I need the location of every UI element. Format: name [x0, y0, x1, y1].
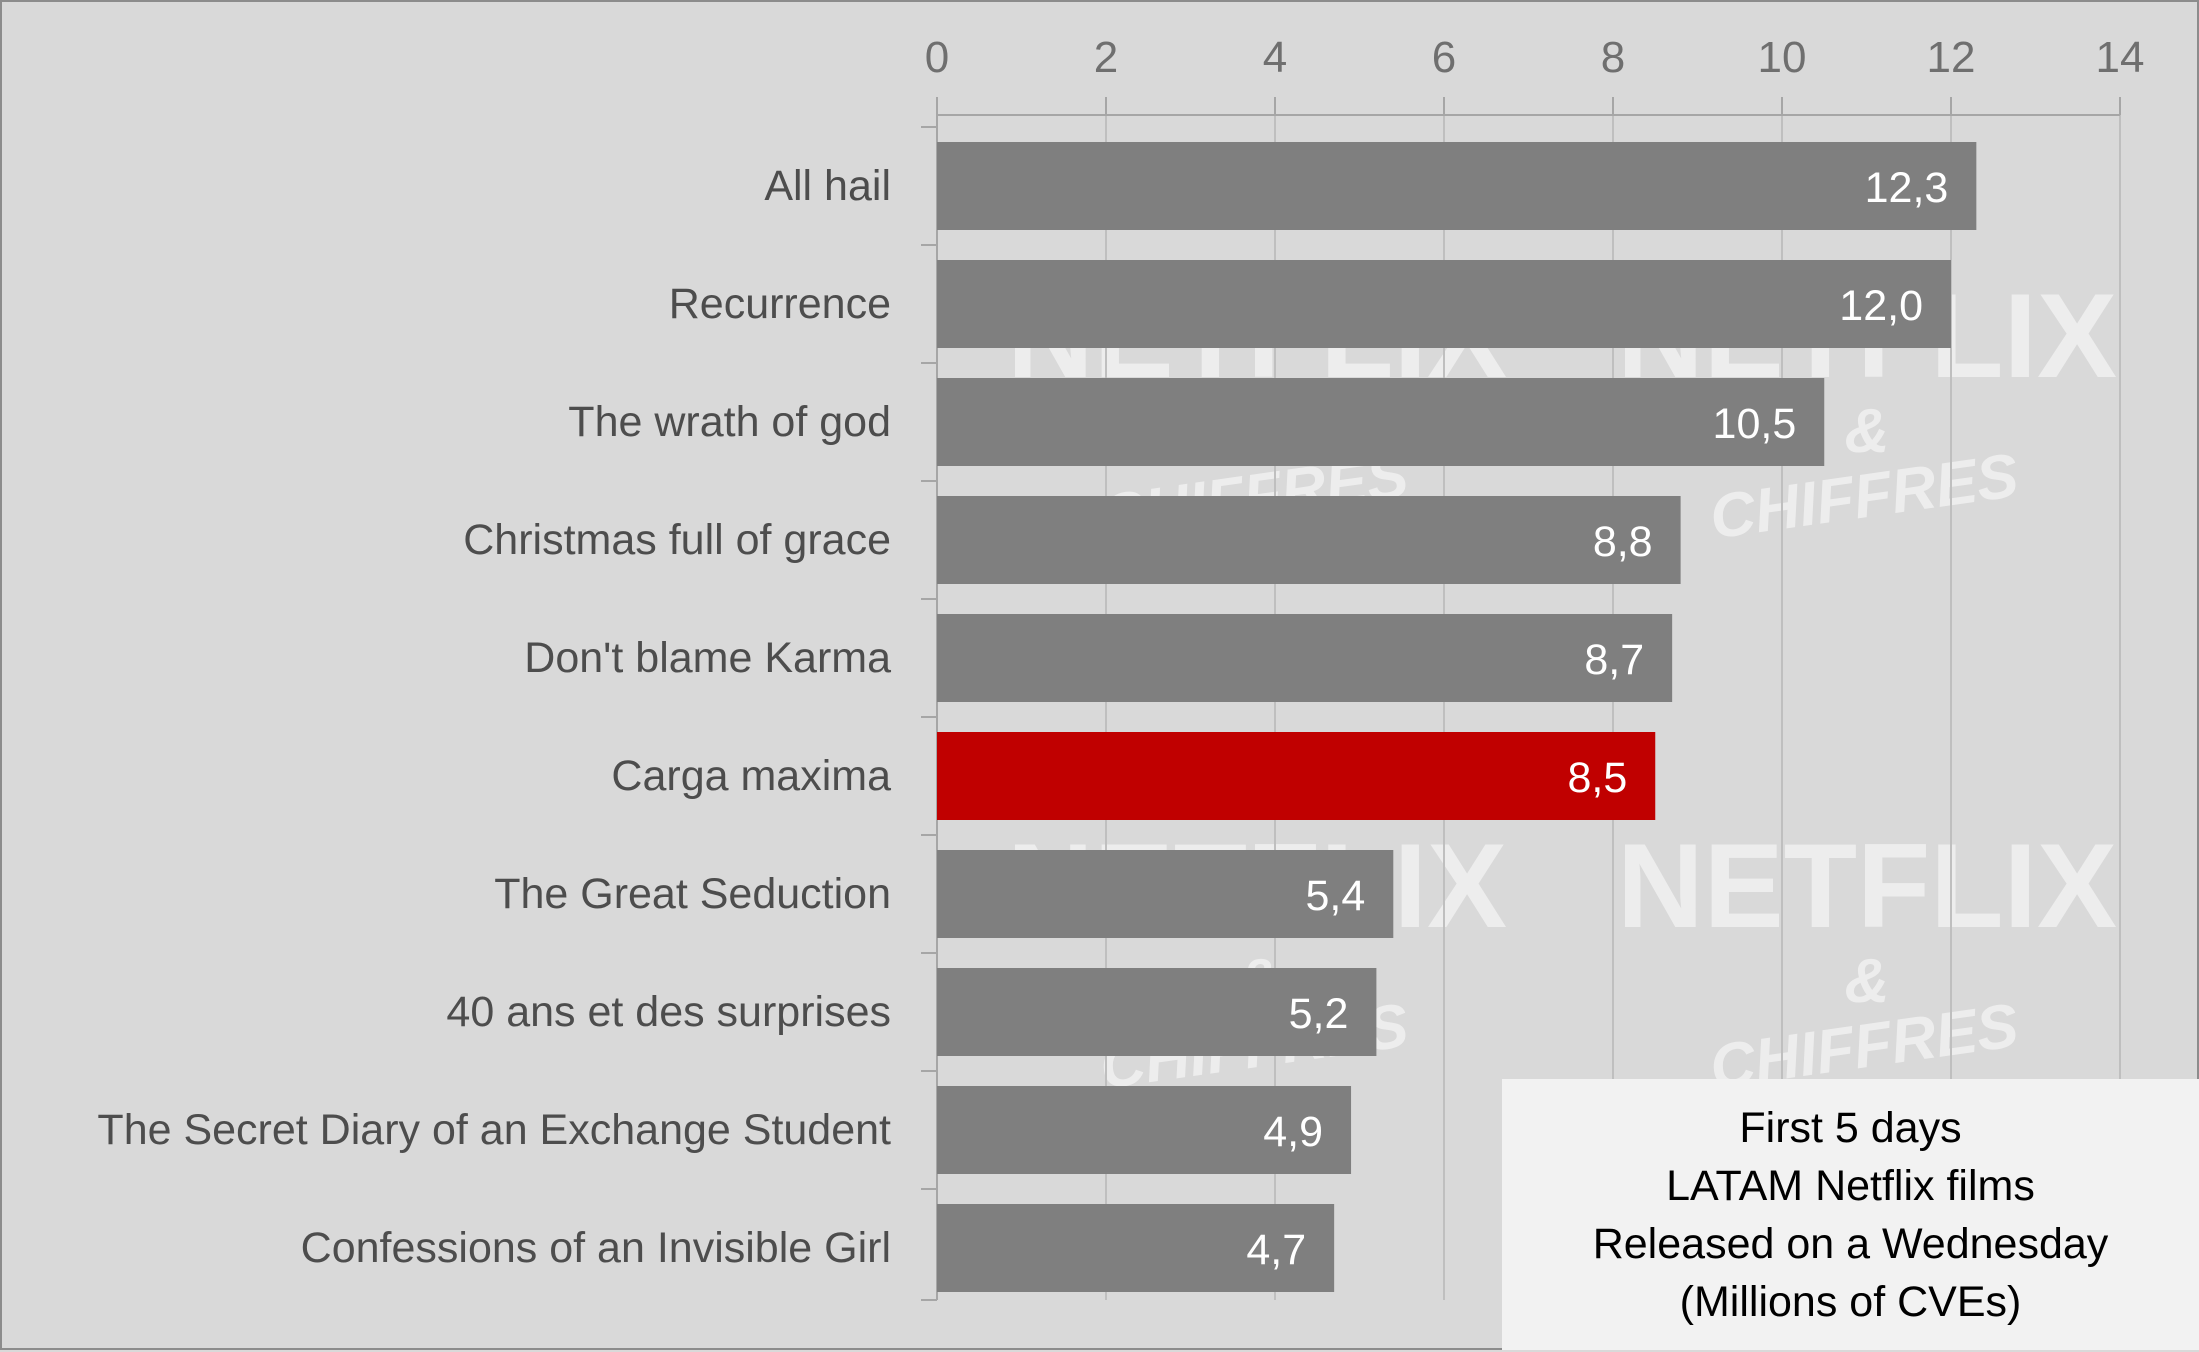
x-tick-label: 6 — [1432, 33, 1456, 82]
bar — [937, 378, 1825, 466]
x-tick-label: 10 — [1758, 33, 1807, 82]
value-label: 12,3 — [1865, 164, 1949, 212]
title-line-3: Released on a Wednesday — [1592, 1219, 2109, 1268]
bar — [937, 1086, 1352, 1174]
value-label: 4,9 — [1263, 1108, 1323, 1156]
title-line-2: LATAM Netflix films — [1666, 1161, 2035, 1210]
bar — [937, 1204, 1335, 1292]
watermark-netflix-text: NETFLIX — [1617, 819, 2117, 953]
x-tick-label: 2 — [1094, 33, 1118, 82]
x-tick-label: 0 — [925, 33, 949, 82]
watermark-logo: NETFLIX&CHIFFRES — [1617, 819, 2117, 1102]
watermark-amp-text: & — [1845, 397, 1890, 466]
bars: 12,3 12,0 10,5 8,8 8,7 8,5 5,4 5,2 4,9 4,7 — [937, 142, 1977, 1292]
x-tick-label: 4 — [1263, 33, 1287, 82]
category-labels: All hail Recurrence The wrath of god Christ… — [97, 162, 891, 1272]
x-tick-label: 14 — [2096, 33, 2145, 82]
category-label: The wrath of god — [568, 398, 891, 446]
x-tick-label: 12 — [1927, 33, 1976, 82]
category-label: The Great Seduction — [494, 870, 891, 918]
category-label: Carga maxima — [611, 752, 891, 800]
value-label: 8,5 — [1567, 754, 1627, 802]
title-line-1: First 5 days — [1739, 1103, 1962, 1152]
value-label: 5,2 — [1289, 990, 1349, 1038]
category-label: Recurrence — [669, 280, 891, 328]
value-label: 12,0 — [1839, 282, 1923, 330]
watermark-amp-text: & — [1845, 947, 1890, 1016]
value-label: 4,7 — [1246, 1226, 1306, 1274]
x-tick-label: 8 — [1601, 33, 1625, 82]
bar — [937, 732, 1656, 820]
bar — [937, 142, 1977, 230]
category-label: All hail — [764, 162, 891, 210]
category-label: 40 ans et des surprises — [446, 988, 891, 1036]
x-axis-ticks: 0 2 4 6 8 10 12 14 — [925, 33, 2145, 82]
category-label: Christmas full of grace — [463, 516, 891, 564]
category-label: The Secret Diary of an Exchange Student — [97, 1106, 891, 1154]
bar — [937, 850, 1394, 938]
bar — [937, 968, 1377, 1056]
value-label: 8,8 — [1593, 518, 1653, 566]
bar — [937, 496, 1681, 584]
value-label: 10,5 — [1713, 400, 1797, 448]
category-label: Don't blame Karma — [524, 634, 891, 682]
value-label: 8,7 — [1584, 636, 1644, 684]
value-label: 5,4 — [1306, 872, 1366, 920]
category-label: Confessions of an Invisible Girl — [301, 1224, 891, 1272]
bar — [937, 614, 1673, 702]
title-line-4: (Millions of CVEs) — [1679, 1277, 2022, 1326]
bar — [937, 260, 1951, 348]
chart-title-box: First 5 days LATAM Netflix films Release… — [1502, 1079, 2199, 1350]
